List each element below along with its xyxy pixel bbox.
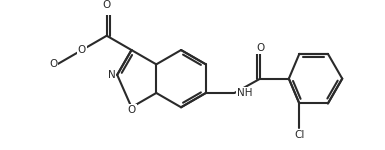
Text: O: O [127, 105, 136, 116]
Text: NH: NH [237, 88, 253, 98]
Text: O: O [102, 0, 111, 10]
Text: N: N [108, 70, 116, 80]
Text: O: O [78, 45, 86, 55]
Text: O: O [49, 59, 57, 69]
Text: O: O [256, 43, 264, 53]
Text: Cl: Cl [294, 130, 305, 140]
